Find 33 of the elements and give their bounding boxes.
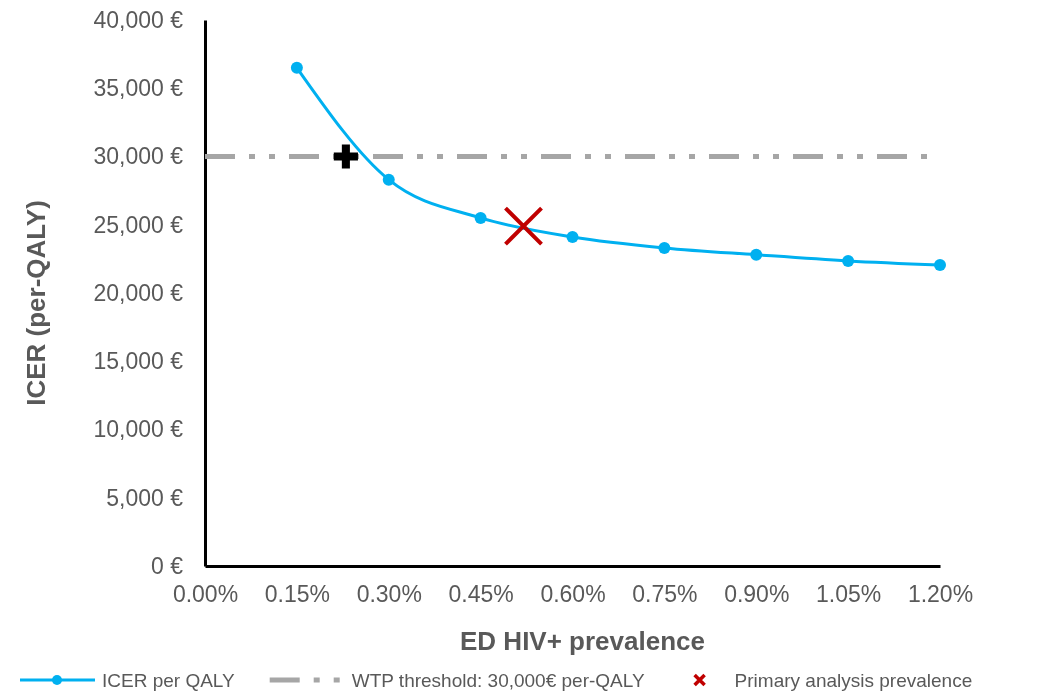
y-tick-label: 25,000 € <box>93 211 184 238</box>
y-tick-label: 20,000 € <box>93 279 184 306</box>
x-axis-title: ED HIV+ prevalence <box>460 626 705 656</box>
point <box>842 254 855 267</box>
point <box>382 173 395 186</box>
y-tick-label: 40,000 € <box>93 6 184 33</box>
x-tick-label: 0.60% <box>540 581 606 608</box>
legend-label: Primary analysis prevalence <box>734 670 973 691</box>
x-tick-label: 0.90% <box>724 581 790 608</box>
legend-label: ICER per QALY <box>102 670 236 691</box>
point <box>566 231 579 244</box>
y-tick-label: 5,000 € <box>106 484 184 511</box>
x-tick-label: 0.45% <box>448 581 514 608</box>
y-tick-label: 35,000 € <box>93 75 184 102</box>
point <box>333 144 358 169</box>
point <box>750 248 763 261</box>
y-axis-title: ICER (per-QALY) <box>21 200 51 406</box>
y-tick-label: 30,000 € <box>93 143 184 170</box>
x-tick-label: 0.75% <box>632 581 698 608</box>
point <box>503 206 544 247</box>
point <box>934 259 946 272</box>
y-tick-label: 0 € <box>151 552 184 579</box>
point <box>474 211 487 224</box>
point <box>290 61 303 74</box>
legend-label: WTP threshold: 30,000€ per-QALY <box>351 670 645 691</box>
point <box>658 241 671 254</box>
y-tick-label: 10,000 € <box>93 416 184 443</box>
x-tick-label: 0.30% <box>356 581 422 608</box>
y-tick-label: 15,000 € <box>93 348 184 375</box>
x-tick-label: 1.20% <box>907 581 974 608</box>
x-tick-label: 0.15% <box>264 581 330 608</box>
x-tick-label: 1.05% <box>816 581 882 608</box>
x-tick-label: 0.00% <box>172 581 239 608</box>
